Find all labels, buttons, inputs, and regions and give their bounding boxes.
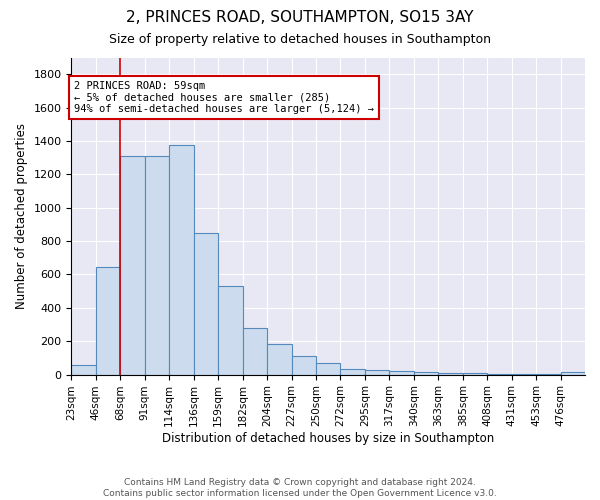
Bar <box>96 267 121 374</box>
Bar <box>121 156 145 374</box>
Bar <box>169 145 194 374</box>
Text: Contains HM Land Registry data © Crown copyright and database right 2024.
Contai: Contains HM Land Registry data © Crown c… <box>103 478 497 498</box>
Bar <box>316 363 340 374</box>
Bar <box>340 369 365 374</box>
Bar <box>194 232 218 374</box>
Bar <box>438 373 463 374</box>
Bar <box>463 373 487 374</box>
Bar <box>71 364 96 374</box>
Bar <box>145 156 169 374</box>
Bar <box>267 344 292 374</box>
Bar <box>389 372 414 374</box>
Y-axis label: Number of detached properties: Number of detached properties <box>15 123 28 309</box>
Bar <box>242 328 267 374</box>
Bar <box>365 370 389 374</box>
Bar <box>218 286 242 374</box>
Text: 2, PRINCES ROAD, SOUTHAMPTON, SO15 3AY: 2, PRINCES ROAD, SOUTHAMPTON, SO15 3AY <box>126 10 474 25</box>
Text: Size of property relative to detached houses in Southampton: Size of property relative to detached ho… <box>109 32 491 46</box>
Bar <box>414 372 438 374</box>
Text: 2 PRINCES ROAD: 59sqm
← 5% of detached houses are smaller (285)
94% of semi-deta: 2 PRINCES ROAD: 59sqm ← 5% of detached h… <box>74 81 374 114</box>
Bar <box>292 356 316 374</box>
X-axis label: Distribution of detached houses by size in Southampton: Distribution of detached houses by size … <box>162 432 494 445</box>
Bar <box>560 372 585 374</box>
